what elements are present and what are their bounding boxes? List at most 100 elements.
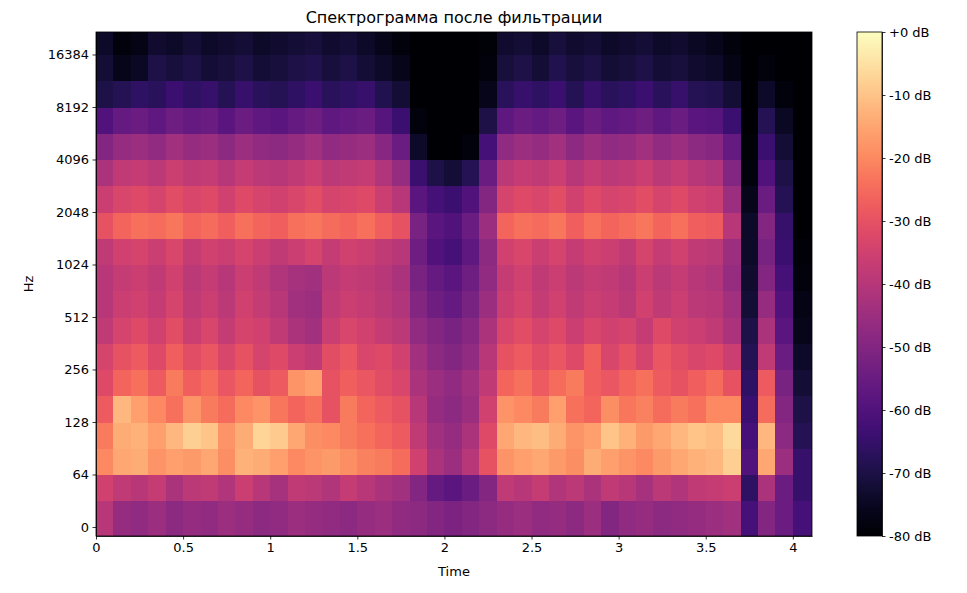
heat-cell <box>201 54 219 81</box>
heat-cell <box>566 81 584 108</box>
heat-cell <box>653 501 671 536</box>
heat-cell <box>601 133 619 160</box>
heat-cell <box>96 369 114 396</box>
heat-cell <box>322 501 340 536</box>
heat-cell <box>357 107 375 134</box>
heat-cell <box>462 449 480 475</box>
heat-cell <box>653 291 671 318</box>
heat-cell <box>322 212 340 239</box>
heat-cell <box>758 186 776 213</box>
heat-cell <box>270 422 288 449</box>
heat-cell <box>288 474 306 501</box>
heat-cell <box>235 501 253 536</box>
heat-cell <box>479 369 497 396</box>
heat-cell <box>96 501 114 536</box>
heat-cell <box>201 449 219 475</box>
heat-cell <box>166 317 184 344</box>
heat-cell <box>322 81 340 108</box>
heat-cell <box>706 81 724 108</box>
heat-cell <box>601 212 619 239</box>
heat-cell <box>444 133 462 160</box>
heat-cell <box>148 212 166 239</box>
heat-cell <box>183 212 201 239</box>
heat-cell <box>532 343 550 370</box>
heat-cell <box>741 422 759 449</box>
heat-cell <box>775 107 793 134</box>
heat-cell <box>741 212 759 239</box>
heat-cell <box>462 369 480 396</box>
heat-cell <box>218 54 236 81</box>
heat-cell <box>532 107 550 134</box>
heat-cell <box>427 81 445 108</box>
heat-cell <box>514 54 532 81</box>
heat-cell <box>392 107 410 134</box>
heat-cell <box>392 317 410 344</box>
heat-cell <box>462 32 480 55</box>
heat-cell <box>706 107 724 134</box>
heat-cell <box>671 32 689 55</box>
heat-cell <box>566 264 584 291</box>
heat-cell <box>235 422 253 449</box>
heat-cell <box>322 474 340 501</box>
heat-cell <box>96 474 114 501</box>
tick-label: 4096 <box>56 152 89 167</box>
heat-cell <box>235 343 253 370</box>
heat-cell <box>653 238 671 265</box>
heat-cell <box>305 369 323 396</box>
heat-cell <box>462 81 480 108</box>
heat-cell <box>166 54 184 81</box>
heat-cell <box>532 369 550 396</box>
heat-cell <box>410 343 428 370</box>
heat-cell <box>218 32 236 55</box>
heat-cell <box>444 474 462 501</box>
heat-cell <box>305 396 323 423</box>
heat-cell <box>619 32 637 55</box>
heat-cell <box>113 107 131 134</box>
heat-cell <box>793 133 812 160</box>
heat-cell <box>462 291 480 318</box>
heat-cell <box>549 186 567 213</box>
heat-cell <box>444 32 462 55</box>
heat-cell <box>148 264 166 291</box>
heat-cell <box>619 212 637 239</box>
heat-cell <box>636 54 654 81</box>
heat-cell <box>758 107 776 134</box>
heat-cell <box>532 186 550 213</box>
heat-cell <box>636 369 654 396</box>
tick-label: 3.5 <box>696 540 717 555</box>
heat-cell <box>392 81 410 108</box>
heat-cell <box>131 133 149 160</box>
heat-cell <box>340 212 358 239</box>
heat-cell <box>270 501 288 536</box>
heat-cell <box>96 291 114 318</box>
heat-cell <box>305 159 323 186</box>
heat-cell <box>688 81 706 108</box>
heat-cell <box>688 54 706 81</box>
heat-cell <box>619 317 637 344</box>
heat-cell <box>636 396 654 423</box>
heat-cell <box>741 81 759 108</box>
heat-cell <box>549 212 567 239</box>
heat-cell <box>235 449 253 475</box>
heat-cell <box>96 264 114 291</box>
heat-cell <box>357 501 375 536</box>
heat-cell <box>131 107 149 134</box>
heat-cell <box>775 186 793 213</box>
heat-cell <box>706 291 724 318</box>
heat-cell <box>270 133 288 160</box>
tick-mark <box>882 473 886 474</box>
heat-cell <box>270 474 288 501</box>
heat-cell <box>148 133 166 160</box>
heat-cell <box>235 32 253 55</box>
heat-cell <box>270 291 288 318</box>
heat-cell <box>532 264 550 291</box>
heat-cell <box>601 107 619 134</box>
heat-cell <box>584 212 602 239</box>
x-axis-title: Time <box>437 564 470 579</box>
heat-cell <box>166 291 184 318</box>
heat-cell <box>270 186 288 213</box>
heat-cell <box>288 422 306 449</box>
heat-cell <box>688 133 706 160</box>
heat-cell <box>410 501 428 536</box>
heat-cell <box>166 107 184 134</box>
